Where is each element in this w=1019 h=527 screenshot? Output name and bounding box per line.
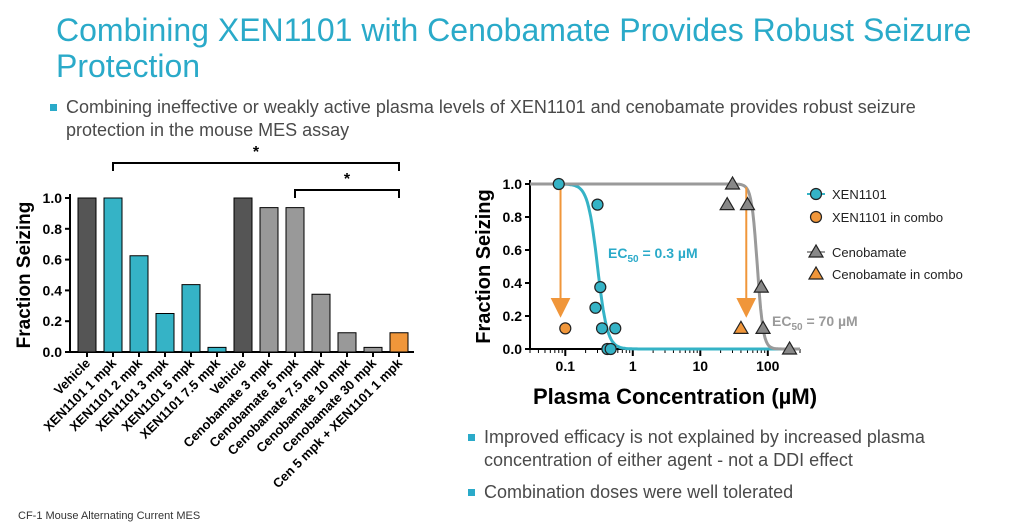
x-axis-label: Plasma Concentration (µM) xyxy=(533,384,817,409)
bottom-bullet-2-text: Combination doses were well tolerated xyxy=(484,482,794,502)
ec50-label: EC50 = 0.3 µM xyxy=(608,245,698,265)
bullet-square-icon xyxy=(50,104,57,111)
bar xyxy=(259,207,279,353)
significance-star: * xyxy=(344,171,351,188)
y-tick-label: 0.4 xyxy=(43,282,63,298)
x-tick-label: 0.1 xyxy=(556,358,576,374)
y-axis-label: Fraction Seizing xyxy=(473,189,495,343)
significance-bracket xyxy=(112,162,400,171)
data-point xyxy=(724,175,741,190)
data-point xyxy=(589,301,602,314)
bar xyxy=(207,346,227,353)
bar xyxy=(155,313,175,353)
page-title: Combining XEN1101 with Cenobamate Provid… xyxy=(56,12,972,84)
bar xyxy=(181,284,201,353)
bar xyxy=(285,207,305,353)
ec50-value: = 0.3 µM xyxy=(639,245,698,261)
bullet-square-icon xyxy=(468,489,475,496)
y-tick-label: 0.2 xyxy=(503,308,523,324)
bottom-bullet-1-text: Improved efficacy is not explained by in… xyxy=(484,427,925,470)
ec50-prefix: EC xyxy=(772,313,791,329)
top-bullet: Combining ineffective or weakly active p… xyxy=(50,96,986,142)
bar xyxy=(389,332,409,353)
legend-label: Cenobamate xyxy=(832,245,906,260)
y-tick-label: 0.0 xyxy=(43,344,63,360)
fit-curve xyxy=(530,182,800,351)
footer-note: CF-1 Mouse Alternating Current MES xyxy=(18,510,201,522)
significance-star: * xyxy=(253,145,260,161)
y-tick-label: 0.0 xyxy=(503,341,523,357)
y-tick-label: 0.4 xyxy=(503,275,523,291)
data-point xyxy=(754,320,772,334)
significance-bracket xyxy=(294,189,400,198)
top-bullet-text: Combining ineffective or weakly active p… xyxy=(66,97,916,140)
legend-label: XEN1101 in combo xyxy=(832,210,943,225)
bar xyxy=(363,346,383,353)
ec50-subscript: 50 xyxy=(791,322,803,333)
x-tick-label: 1 xyxy=(629,358,637,374)
legend-symbol xyxy=(809,210,823,224)
bar xyxy=(103,197,123,353)
data-point xyxy=(591,198,604,211)
y-tick-label: 0.2 xyxy=(43,313,63,329)
data-point xyxy=(552,177,565,191)
ec50-prefix: EC xyxy=(608,245,627,261)
y-axis-label: Fraction Seizing xyxy=(14,202,35,349)
y-tick-label: 0.6 xyxy=(43,252,63,268)
fit-curve xyxy=(530,182,800,351)
data-point xyxy=(732,320,749,334)
ec50-subscript: 50 xyxy=(627,254,639,265)
legend-symbol xyxy=(807,243,825,258)
bar xyxy=(129,255,149,353)
bottom-bullet-2: Combination doses were well tolerated xyxy=(468,481,984,504)
data-point xyxy=(595,322,609,335)
data-point xyxy=(719,196,736,211)
y-tick-label: 0.8 xyxy=(43,221,63,237)
data-point xyxy=(609,322,622,335)
ec50-label: EC50 = 70 µM xyxy=(772,313,858,333)
bottom-bullet-1: Improved efficacy is not explained by in… xyxy=(468,426,984,472)
x-tick-label: 10 xyxy=(693,358,709,374)
dose-response-chart: 0.0 0.2 0.4 0.6 0.8 1.0 Fraction Seizing 0.1 1 10… xyxy=(473,175,963,409)
bar xyxy=(337,332,357,353)
bullet-square-icon xyxy=(468,434,475,441)
ec50-value: = 70 µM xyxy=(803,313,858,329)
legend-symbol xyxy=(809,187,823,201)
bar xyxy=(311,293,331,353)
x-tick-label: 100 xyxy=(756,358,780,374)
y-tick-label: 1.0 xyxy=(503,176,523,192)
legend-label: Cenobamate in combo xyxy=(832,267,963,282)
bar xyxy=(233,197,253,353)
y-tick-label: 0.8 xyxy=(503,209,523,225)
legend-label: XEN1101 xyxy=(832,187,887,202)
data-point xyxy=(781,340,798,355)
legend-symbol xyxy=(807,265,825,280)
data-point xyxy=(753,278,770,293)
bar xyxy=(77,197,97,353)
data-point xyxy=(559,322,572,335)
data-point xyxy=(604,342,617,356)
y-tick-label: 0.6 xyxy=(503,242,523,258)
data-point xyxy=(594,281,607,294)
y-tick-label: 1.0 xyxy=(43,190,63,206)
data-point xyxy=(739,196,756,211)
